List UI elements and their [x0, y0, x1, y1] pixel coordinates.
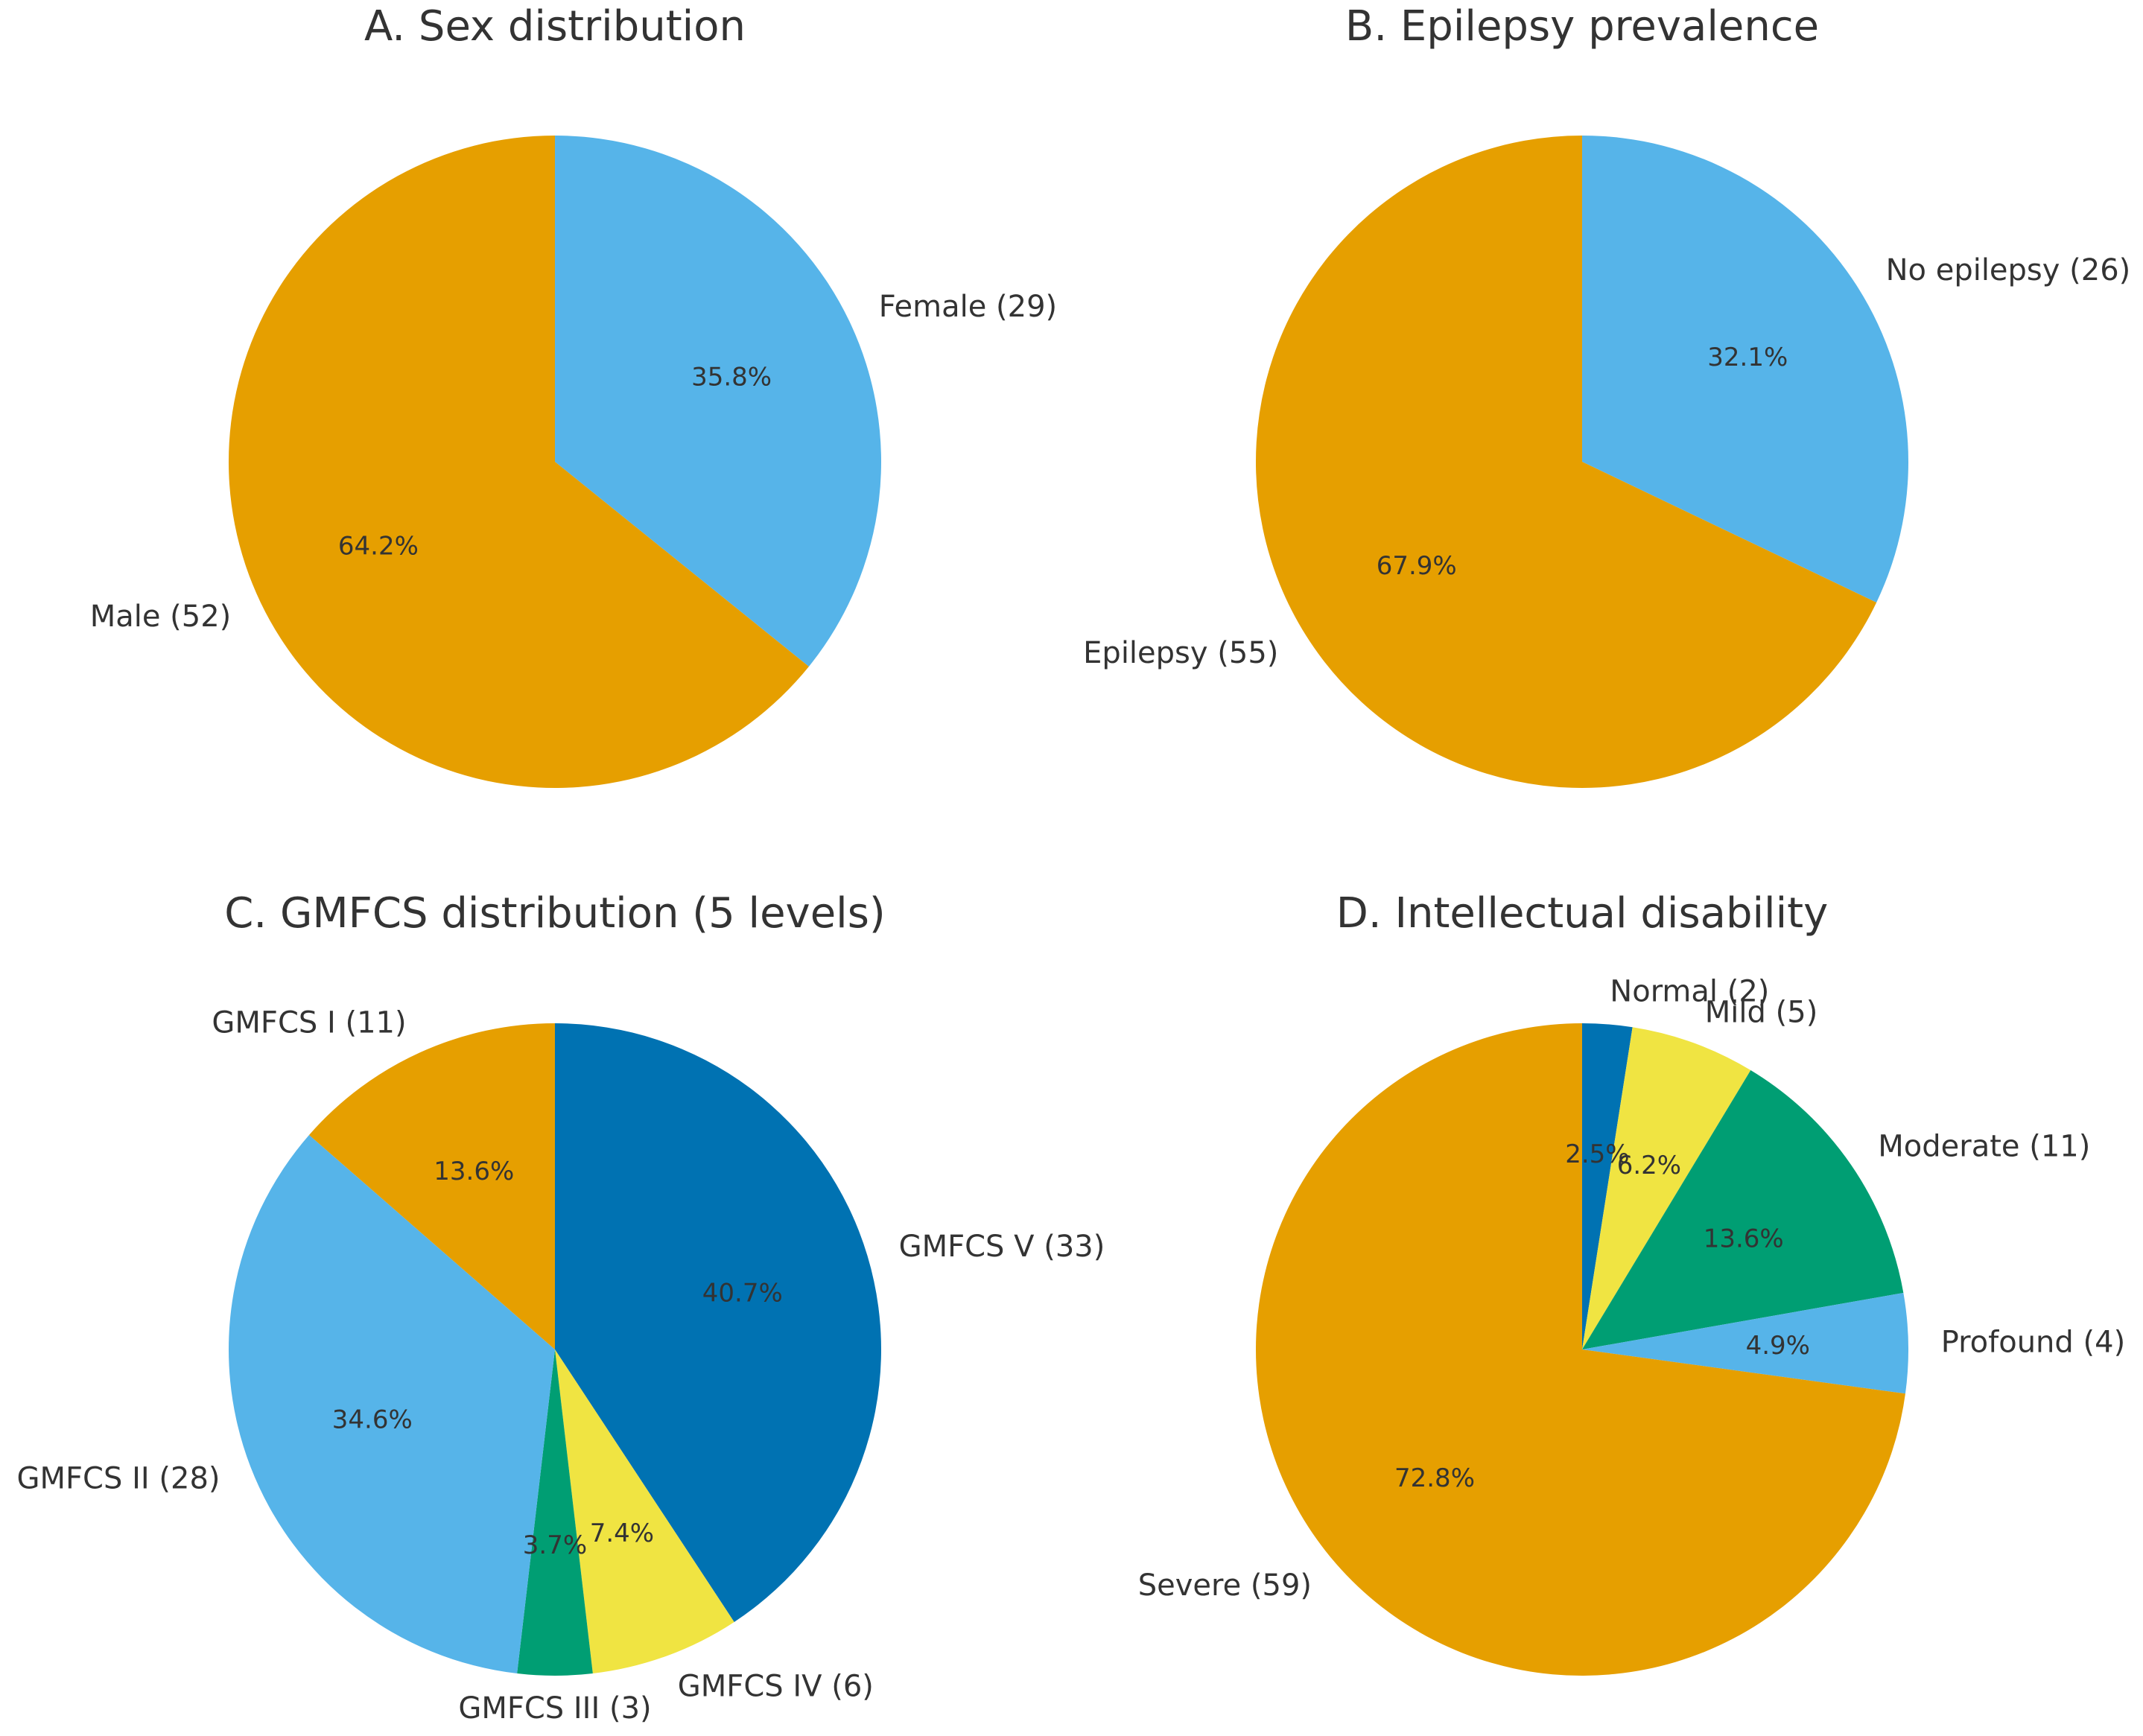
- chart-b-pie: No epilepsy (26) 32.1% Epilepsy (55) 67.9%: [1083, 136, 2130, 788]
- chart-c-label-gmfcs-iv: GMFCS IV (6): [678, 1670, 874, 1704]
- chart-b-slice-epilepsy: [1256, 136, 1877, 788]
- chart-b-slice-no-epilepsy: [1582, 136, 1909, 602]
- chart-b-title: B. Epilepsy prevalence: [1345, 2, 1819, 51]
- chart-a-pie: Female (29) 35.8% Male (52) 64.2%: [90, 136, 1057, 788]
- chart-a-label-male: Male (52): [90, 600, 232, 634]
- chart-c-pct-gmfcs-i: 13.6%: [434, 1157, 514, 1186]
- chart-b-label-epilepsy: Epilepsy (55): [1083, 636, 1278, 670]
- chart-c-pct-gmfcs-iv: 7.4%: [590, 1519, 654, 1548]
- chart-a-slice-male: [228, 136, 809, 788]
- chart-d-label-mild: Mild (5): [1705, 995, 1818, 1029]
- chart-c-slice-gmfcs-iii: [517, 1349, 593, 1676]
- chart-c-pie: GMFCS V (33) 40.7% GMFCS IV (6) 7.4% GMFCS I…: [17, 1005, 1105, 1725]
- chart-d-slice-mild: [1582, 1027, 1751, 1349]
- chart-d-pct-mild: 6.2%: [1617, 1151, 1681, 1180]
- chart-c-pct-gmfcs-v: 40.7%: [702, 1279, 783, 1309]
- chart-c-label-gmfcs-ii: GMFCS II (28): [17, 1462, 220, 1496]
- chart-d-label-moderate: Moderate (11): [1878, 1130, 2090, 1164]
- chart-d-pct-moderate: 13.6%: [1704, 1224, 1784, 1253]
- chart-b-pct-epilepsy: 67.9%: [1377, 551, 1457, 581]
- chart-a-pct-male: 64.2%: [338, 531, 419, 561]
- chart-d-pct-profound: 4.9%: [1746, 1331, 1810, 1361]
- chart-d-pct-severe: 72.8%: [1394, 1463, 1475, 1493]
- chart-d-slice-moderate: [1582, 1070, 1904, 1349]
- chart-d-label-profound: Profound (4): [1941, 1326, 2125, 1360]
- chart-d-pie: Normal (2) 2.5% Mild (5) 6.2% Moderate (11) 1…: [1138, 975, 2125, 1676]
- chart-d-slice-profound: [1582, 1292, 1909, 1394]
- chart-b-label-no-epilepsy: No epilepsy (26): [1886, 253, 2131, 287]
- chart-d-slice-severe: [1255, 1023, 1905, 1676]
- chart-c-title: C. GMFCS distribution (5 levels): [224, 889, 885, 938]
- chart-a-slice-female: [555, 136, 881, 667]
- chart-d-label-severe: Severe (59): [1138, 1568, 1312, 1603]
- chart-c-label-gmfcs-iii: GMFCS III (3): [458, 1691, 651, 1726]
- chart-c-slice-gmfcs-iv: [555, 1349, 734, 1674]
- chart-c-slice-gmfcs-i: [309, 1023, 555, 1349]
- chart-d-slice-normal: [1582, 1023, 1633, 1349]
- chart-a-title: A. Sex distribution: [364, 2, 746, 51]
- chart-d-title: D. Intellectual disability: [1336, 889, 1829, 938]
- chart-c-label-gmfcs-i: GMFCS I (11): [212, 1005, 406, 1040]
- chart-c-pct-gmfcs-ii: 34.6%: [332, 1405, 413, 1435]
- chart-a-pct-female: 35.8%: [691, 363, 772, 392]
- chart-c-label-gmfcs-v: GMFCS V (33): [899, 1230, 1105, 1264]
- chart-d-label-normal: Normal (2): [1610, 975, 1769, 1009]
- chart-c-slice-gmfcs-ii: [229, 1135, 555, 1674]
- chart-b-pct-no-epilepsy: 32.1%: [1707, 343, 1788, 372]
- chart-a-label-female: Female (29): [879, 290, 1057, 324]
- chart-d-pct-normal: 2.5%: [1565, 1139, 1629, 1169]
- chart-c-pct-gmfcs-iii: 3.7%: [523, 1530, 587, 1560]
- chart-c-slice-gmfcs-v: [555, 1023, 881, 1622]
